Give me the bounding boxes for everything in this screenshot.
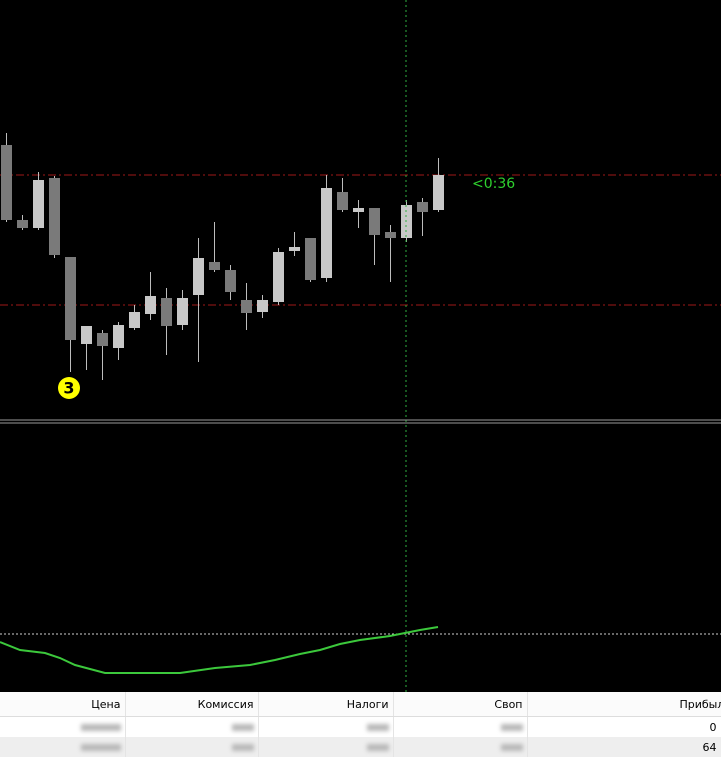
column-header[interactable]: Комиссия <box>125 692 259 717</box>
candle-body <box>1 145 12 220</box>
blurred-cell <box>0 737 126 757</box>
candle-body <box>321 188 332 278</box>
price-chart: 3 <0:36 <box>0 0 721 692</box>
column-header[interactable]: Прибыль <box>527 692 721 717</box>
table-row[interactable]: 64 <box>0 737 721 757</box>
candle-body <box>161 298 172 326</box>
column-header[interactable]: Цена <box>0 692 126 717</box>
candle-body <box>385 232 396 238</box>
level-lines <box>0 174 721 306</box>
trade-table: Цена Комиссия Налоги Своп Прибыль 0 64 <box>0 692 721 757</box>
table-row[interactable]: 0 <box>0 716 721 737</box>
blurred-cell <box>258 716 394 737</box>
candle-body <box>177 298 188 325</box>
candle-body <box>17 220 28 228</box>
candle-body <box>273 252 284 302</box>
candle-body <box>193 258 204 295</box>
timer-label: <0:36 <box>472 176 515 192</box>
candle-body <box>353 208 364 212</box>
candle-body <box>81 326 92 344</box>
blurred-cell <box>125 716 259 737</box>
candle-body <box>65 257 76 340</box>
candles <box>1 133 444 380</box>
candle-body <box>289 247 300 251</box>
candle-body <box>97 333 108 346</box>
blurred-cell <box>125 737 259 757</box>
candle-body <box>129 312 140 328</box>
candle-body <box>209 262 220 270</box>
profit-cell: 0 <box>527 716 721 737</box>
header-row: Цена Комиссия Налоги Своп Прибыль <box>0 692 721 717</box>
profit-cell: 64 <box>527 737 721 757</box>
candle-body <box>369 208 380 235</box>
candle-body <box>49 178 60 255</box>
marker-circle <box>58 377 80 399</box>
indicator-line <box>0 626 439 674</box>
column-header[interactable]: Налоги <box>258 692 394 717</box>
blurred-cell <box>258 737 394 757</box>
candle-body <box>113 325 124 348</box>
candle-body <box>305 238 316 280</box>
blurred-cell <box>393 737 528 757</box>
candle-body <box>337 192 348 210</box>
candle-body <box>417 202 428 212</box>
candle-body <box>257 300 268 312</box>
candle-body <box>33 180 44 228</box>
candle-body <box>225 270 236 292</box>
candle-body <box>145 296 156 314</box>
candle-body <box>433 175 444 210</box>
blurred-cell <box>393 716 528 737</box>
candle-body <box>241 300 252 313</box>
marker-label: 3 <box>63 379 74 398</box>
blurred-cell <box>0 716 126 737</box>
column-header[interactable]: Своп <box>393 692 528 717</box>
